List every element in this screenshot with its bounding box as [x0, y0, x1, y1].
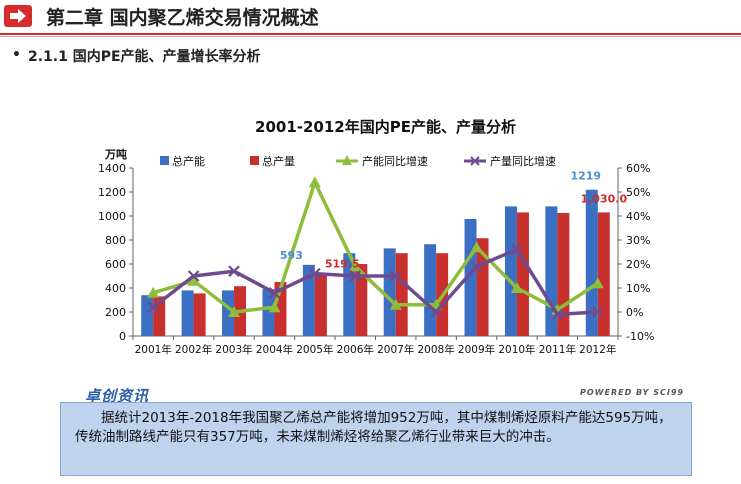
bar-总产量 [314, 273, 327, 336]
legend-swatch-总产能 [160, 156, 169, 165]
bar-总产量 [355, 264, 368, 336]
data-label: 519.5 [325, 258, 360, 271]
legend-label-总产量: 总产量 [262, 154, 295, 168]
data-label: 1,030.0 [580, 192, 627, 205]
y-axis-unit: 万吨 [104, 147, 127, 161]
x-tick-label: 2003年 [215, 343, 252, 356]
x-tick-label: 2011年 [539, 343, 576, 356]
arrow-right-icon [4, 5, 32, 27]
chart-title: 2001-2012年国内PE产能、产量分析 [255, 118, 516, 136]
legend-swatch-总产量 [250, 156, 259, 165]
point-产能同比增速 [308, 176, 321, 188]
y-tick-label: 1200 [98, 186, 126, 199]
logo: 卓创资讯 [85, 387, 150, 405]
y2-tick-label: -10% [626, 330, 654, 343]
line-产量同比增速 [152, 247, 598, 317]
point-产能同比增速 [268, 301, 281, 313]
y2-tick-label: 30% [626, 234, 650, 247]
data-label: 1219 [570, 170, 601, 183]
point-产量同比增速 [268, 287, 281, 299]
y-tick-label: 600 [105, 258, 126, 271]
y-tick-label: 1000 [98, 210, 126, 223]
legend-marker-产量同比增速 [470, 156, 480, 166]
y2-tick-label: 50% [626, 186, 650, 199]
bar-总产量 [597, 212, 610, 336]
x-tick-label: 2001年 [135, 343, 172, 356]
bar-总产量 [516, 212, 529, 336]
y2-tick-label: 0% [626, 306, 643, 319]
bar-总产能 [141, 295, 154, 336]
point-产量同比增速 [228, 265, 240, 277]
bar-总产能 [302, 264, 315, 336]
x-tick-label: 2010年 [498, 343, 535, 356]
point-产能同比增速 [389, 298, 402, 310]
x-tick-label: 2004年 [256, 343, 293, 356]
header-divider [0, 33, 741, 35]
line-产能同比增速 [152, 180, 599, 314]
y-tick-label: 0 [119, 330, 126, 343]
legend-label-产能同比增速: 产能同比增速 [362, 154, 428, 168]
point-产量同比增速 [187, 270, 200, 282]
point-产能同比增速 [591, 277, 604, 289]
y2-tick-label: 60% [626, 162, 650, 175]
section-title: 2.1.1 国内PE产能、产量增长率分析 [28, 49, 261, 65]
y2-tick-label: 10% [626, 282, 650, 295]
bar-总产能 [585, 189, 598, 336]
y-tick-label: 1400 [98, 162, 126, 175]
legend-label-产量同比增速: 产量同比增速 [490, 154, 556, 168]
bar-总产能 [383, 248, 396, 336]
x-tick-label: 2012年 [579, 343, 616, 356]
point-产量同比增速 [551, 308, 564, 321]
x-tick-label: 2009年 [458, 343, 495, 356]
section-bullet: • [12, 47, 21, 63]
point-产量同比增速 [592, 306, 604, 318]
y-tick-label: 400 [105, 282, 126, 295]
page-title: 第二章 国内聚乙烯交易情况概述 [46, 7, 319, 29]
point-产量同比增速 [470, 260, 483, 273]
y2-tick-label: 20% [626, 258, 650, 271]
point-产能同比增速 [187, 274, 200, 286]
bar-总产能 [424, 244, 437, 336]
point-产能同比增速 [147, 286, 160, 298]
point-产量同比增速 [430, 306, 442, 318]
x-tick-label: 2007年 [377, 343, 414, 356]
bar-总产量 [193, 293, 206, 336]
bar-总产能 [222, 290, 235, 336]
x-tick-label: 2002年 [175, 343, 212, 356]
bar-总产能 [504, 206, 517, 336]
y-tick-label: 800 [105, 234, 126, 247]
legend-marker-产能同比增速 [342, 155, 352, 165]
y-tick-label: 200 [105, 306, 126, 319]
point-产量同比增速 [309, 267, 321, 280]
point-产量同比增速 [349, 270, 362, 282]
bar-总产能 [262, 289, 275, 336]
powered-by-text: POWERED BY SCI99 [580, 388, 684, 397]
legend-label-总产能: 总产能 [172, 154, 205, 168]
header-divider-thin [0, 36, 741, 37]
point-产能同比增速 [470, 241, 483, 253]
header-bar: 第二章 国内聚乙烯交易情况概述 [0, 0, 741, 34]
bar-总产量 [395, 253, 408, 336]
point-产能同比增速 [510, 282, 523, 293]
x-tick-label: 2005年 [296, 343, 333, 356]
point-产量同比增速 [511, 243, 523, 256]
x-tick-label: 2008年 [418, 343, 455, 356]
point-产能同比增速 [349, 260, 362, 272]
data-label: 593 [280, 249, 303, 262]
note-box: 据统计2013年-2018年我国聚乙烯总产能将增加952万吨，其中煤制烯烃原料产… [60, 402, 692, 476]
point-产能同比增速 [228, 306, 241, 317]
y2-tick-label: 40% [626, 210, 650, 223]
bar-总产能 [181, 290, 194, 336]
point-产量同比增速 [147, 301, 159, 313]
note-text: 据统计2013年-2018年我国聚乙烯总产能将增加952万吨，其中煤制烯烃原料产… [75, 410, 672, 445]
x-tick-label: 2006年 [337, 343, 374, 356]
point-产量同比增速 [389, 270, 402, 282]
